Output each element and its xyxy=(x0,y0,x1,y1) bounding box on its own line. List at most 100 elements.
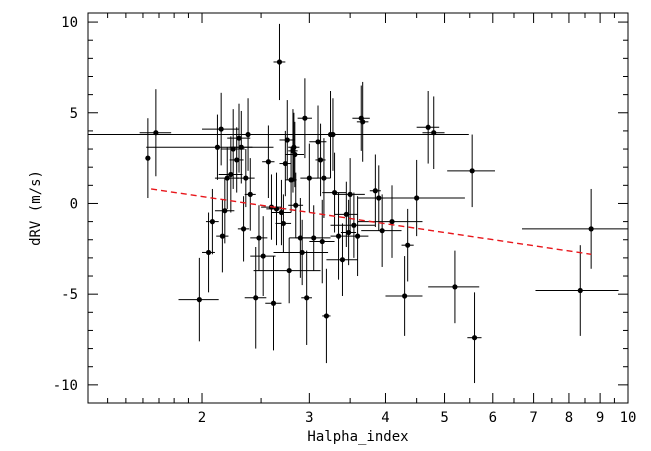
data-point xyxy=(467,292,482,384)
data-marker xyxy=(321,175,327,181)
data-point xyxy=(322,152,347,233)
data-point xyxy=(205,188,219,255)
y-tick-label: 5 xyxy=(70,106,78,122)
data-marker xyxy=(209,219,215,225)
data-marker xyxy=(331,189,338,196)
data-marker xyxy=(315,139,321,145)
data-marker xyxy=(588,226,594,232)
data-marker xyxy=(469,168,475,174)
data-marker xyxy=(323,313,330,319)
data-marker xyxy=(265,159,271,165)
data-point xyxy=(356,81,369,162)
data-marker xyxy=(402,293,408,299)
data-point xyxy=(273,23,286,101)
data-marker xyxy=(389,219,395,225)
data-marker xyxy=(347,191,353,197)
data-marker xyxy=(431,130,437,136)
data-marker xyxy=(405,242,411,248)
data-point xyxy=(275,194,292,253)
data-point xyxy=(145,118,151,199)
data-marker xyxy=(292,151,298,158)
data-point xyxy=(279,100,295,180)
data-point xyxy=(178,257,219,342)
data-marker xyxy=(145,155,151,161)
data-point xyxy=(315,123,326,197)
data-marker xyxy=(234,157,240,163)
data-marker xyxy=(218,126,224,132)
data-marker xyxy=(236,135,242,141)
data-point xyxy=(297,78,312,159)
data-point xyxy=(285,121,304,188)
data-marker xyxy=(360,119,366,125)
data-points-layer xyxy=(88,23,628,384)
data-point xyxy=(250,205,268,271)
data-point xyxy=(262,125,275,199)
data-point xyxy=(253,237,321,304)
data-marker xyxy=(317,157,324,163)
data-point xyxy=(139,89,172,177)
data-marker xyxy=(288,177,294,183)
data-point xyxy=(244,247,267,349)
data-marker xyxy=(247,191,253,197)
data-marker xyxy=(278,209,285,216)
data-point xyxy=(401,208,414,282)
data-marker xyxy=(452,284,458,290)
data-marker xyxy=(240,226,247,232)
data-marker xyxy=(282,160,288,167)
data-marker xyxy=(219,233,225,239)
data-marker xyxy=(284,137,290,143)
data-marker xyxy=(302,115,308,121)
data-point xyxy=(265,256,282,351)
x-tick-label: 4 xyxy=(381,410,389,426)
data-marker xyxy=(270,300,277,306)
data-marker xyxy=(577,287,583,294)
data-point xyxy=(422,96,445,169)
data-marker xyxy=(346,229,352,236)
data-marker xyxy=(343,211,349,217)
x-tick-label: 10 xyxy=(620,410,637,426)
plot-frame xyxy=(87,12,629,404)
data-marker xyxy=(335,233,342,239)
x-tick-label: 5 xyxy=(440,410,448,426)
data-point xyxy=(250,216,276,296)
data-marker xyxy=(330,131,336,138)
data-marker xyxy=(280,220,287,227)
data-marker xyxy=(196,297,202,303)
data-point xyxy=(535,245,619,336)
y-tick-label: 0 xyxy=(70,196,78,212)
data-marker xyxy=(228,171,234,178)
data-point xyxy=(522,188,628,269)
x-axis-label: Halpha_index xyxy=(307,429,408,445)
data-point xyxy=(330,192,347,280)
data-marker xyxy=(293,202,299,208)
data-point xyxy=(330,192,376,258)
data-marker xyxy=(205,249,212,256)
fit-line xyxy=(150,188,592,255)
data-marker xyxy=(243,175,249,181)
data-point xyxy=(285,147,297,213)
data-point xyxy=(352,85,370,151)
data-marker xyxy=(304,295,310,301)
data-marker xyxy=(471,335,478,341)
data-point xyxy=(447,134,495,208)
data-point xyxy=(322,268,331,364)
data-point xyxy=(273,219,329,286)
data-point xyxy=(361,194,402,267)
y-tick-label: -10 xyxy=(53,378,78,394)
data-point xyxy=(288,112,300,182)
data-marker xyxy=(153,130,159,136)
data-marker xyxy=(238,144,244,150)
data-point xyxy=(271,179,292,246)
x-tick-label: 3 xyxy=(305,410,313,426)
data-point xyxy=(236,149,255,208)
data-point xyxy=(244,158,256,231)
data-marker xyxy=(260,253,266,259)
data-point xyxy=(428,250,480,324)
data-marker xyxy=(253,295,259,301)
data-marker xyxy=(256,235,262,241)
y-tick-label: -5 xyxy=(61,287,78,303)
data-point xyxy=(357,159,465,237)
data-marker xyxy=(224,175,230,181)
data-point xyxy=(229,110,253,184)
